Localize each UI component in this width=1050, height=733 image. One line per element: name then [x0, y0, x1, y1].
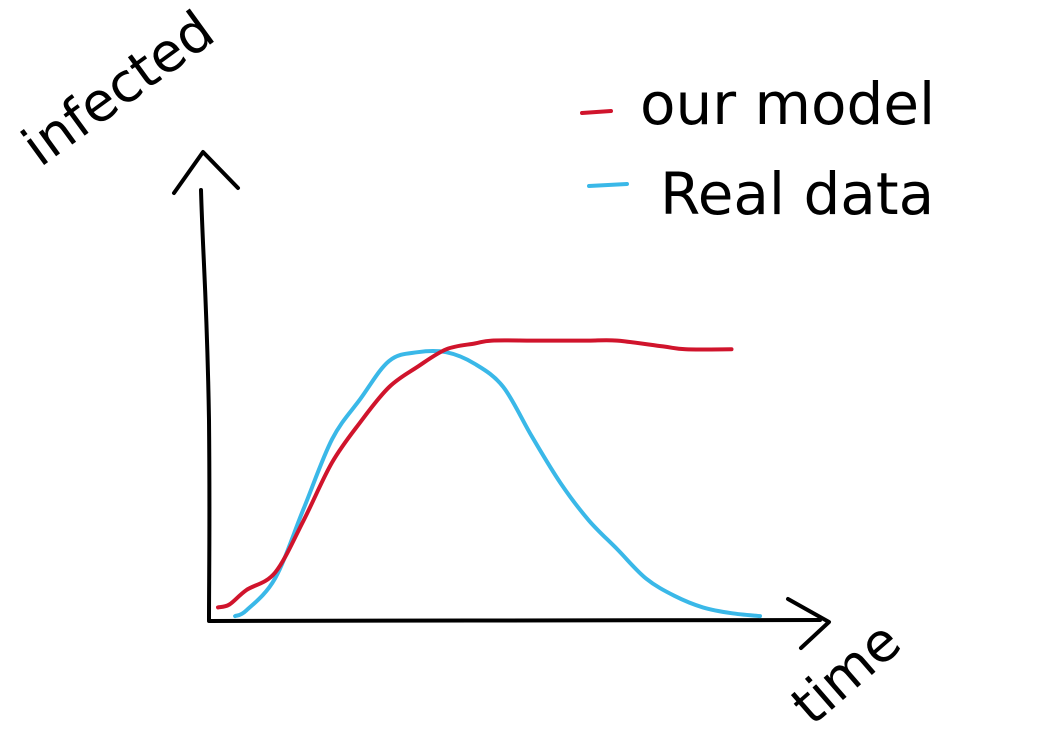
y-axis — [199, 188, 212, 622]
x-axis-label: time — [779, 609, 912, 733]
series-line-our-model — [216, 338, 734, 610]
y-axis-arrowhead — [172, 150, 240, 195]
series-line-real-data — [233, 348, 762, 619]
y-axis-label: infected — [11, 0, 226, 179]
legend-label-our-model: our model — [640, 70, 935, 138]
series-group — [216, 338, 762, 619]
x-axis-arrowhead — [786, 597, 831, 650]
legend: our model Real data — [580, 70, 935, 228]
legend-label-real-data: Real data — [660, 160, 934, 228]
legend-swatch-our-model — [580, 109, 613, 115]
legend-swatch-real-data — [587, 182, 629, 188]
x-axis — [207, 618, 822, 623]
